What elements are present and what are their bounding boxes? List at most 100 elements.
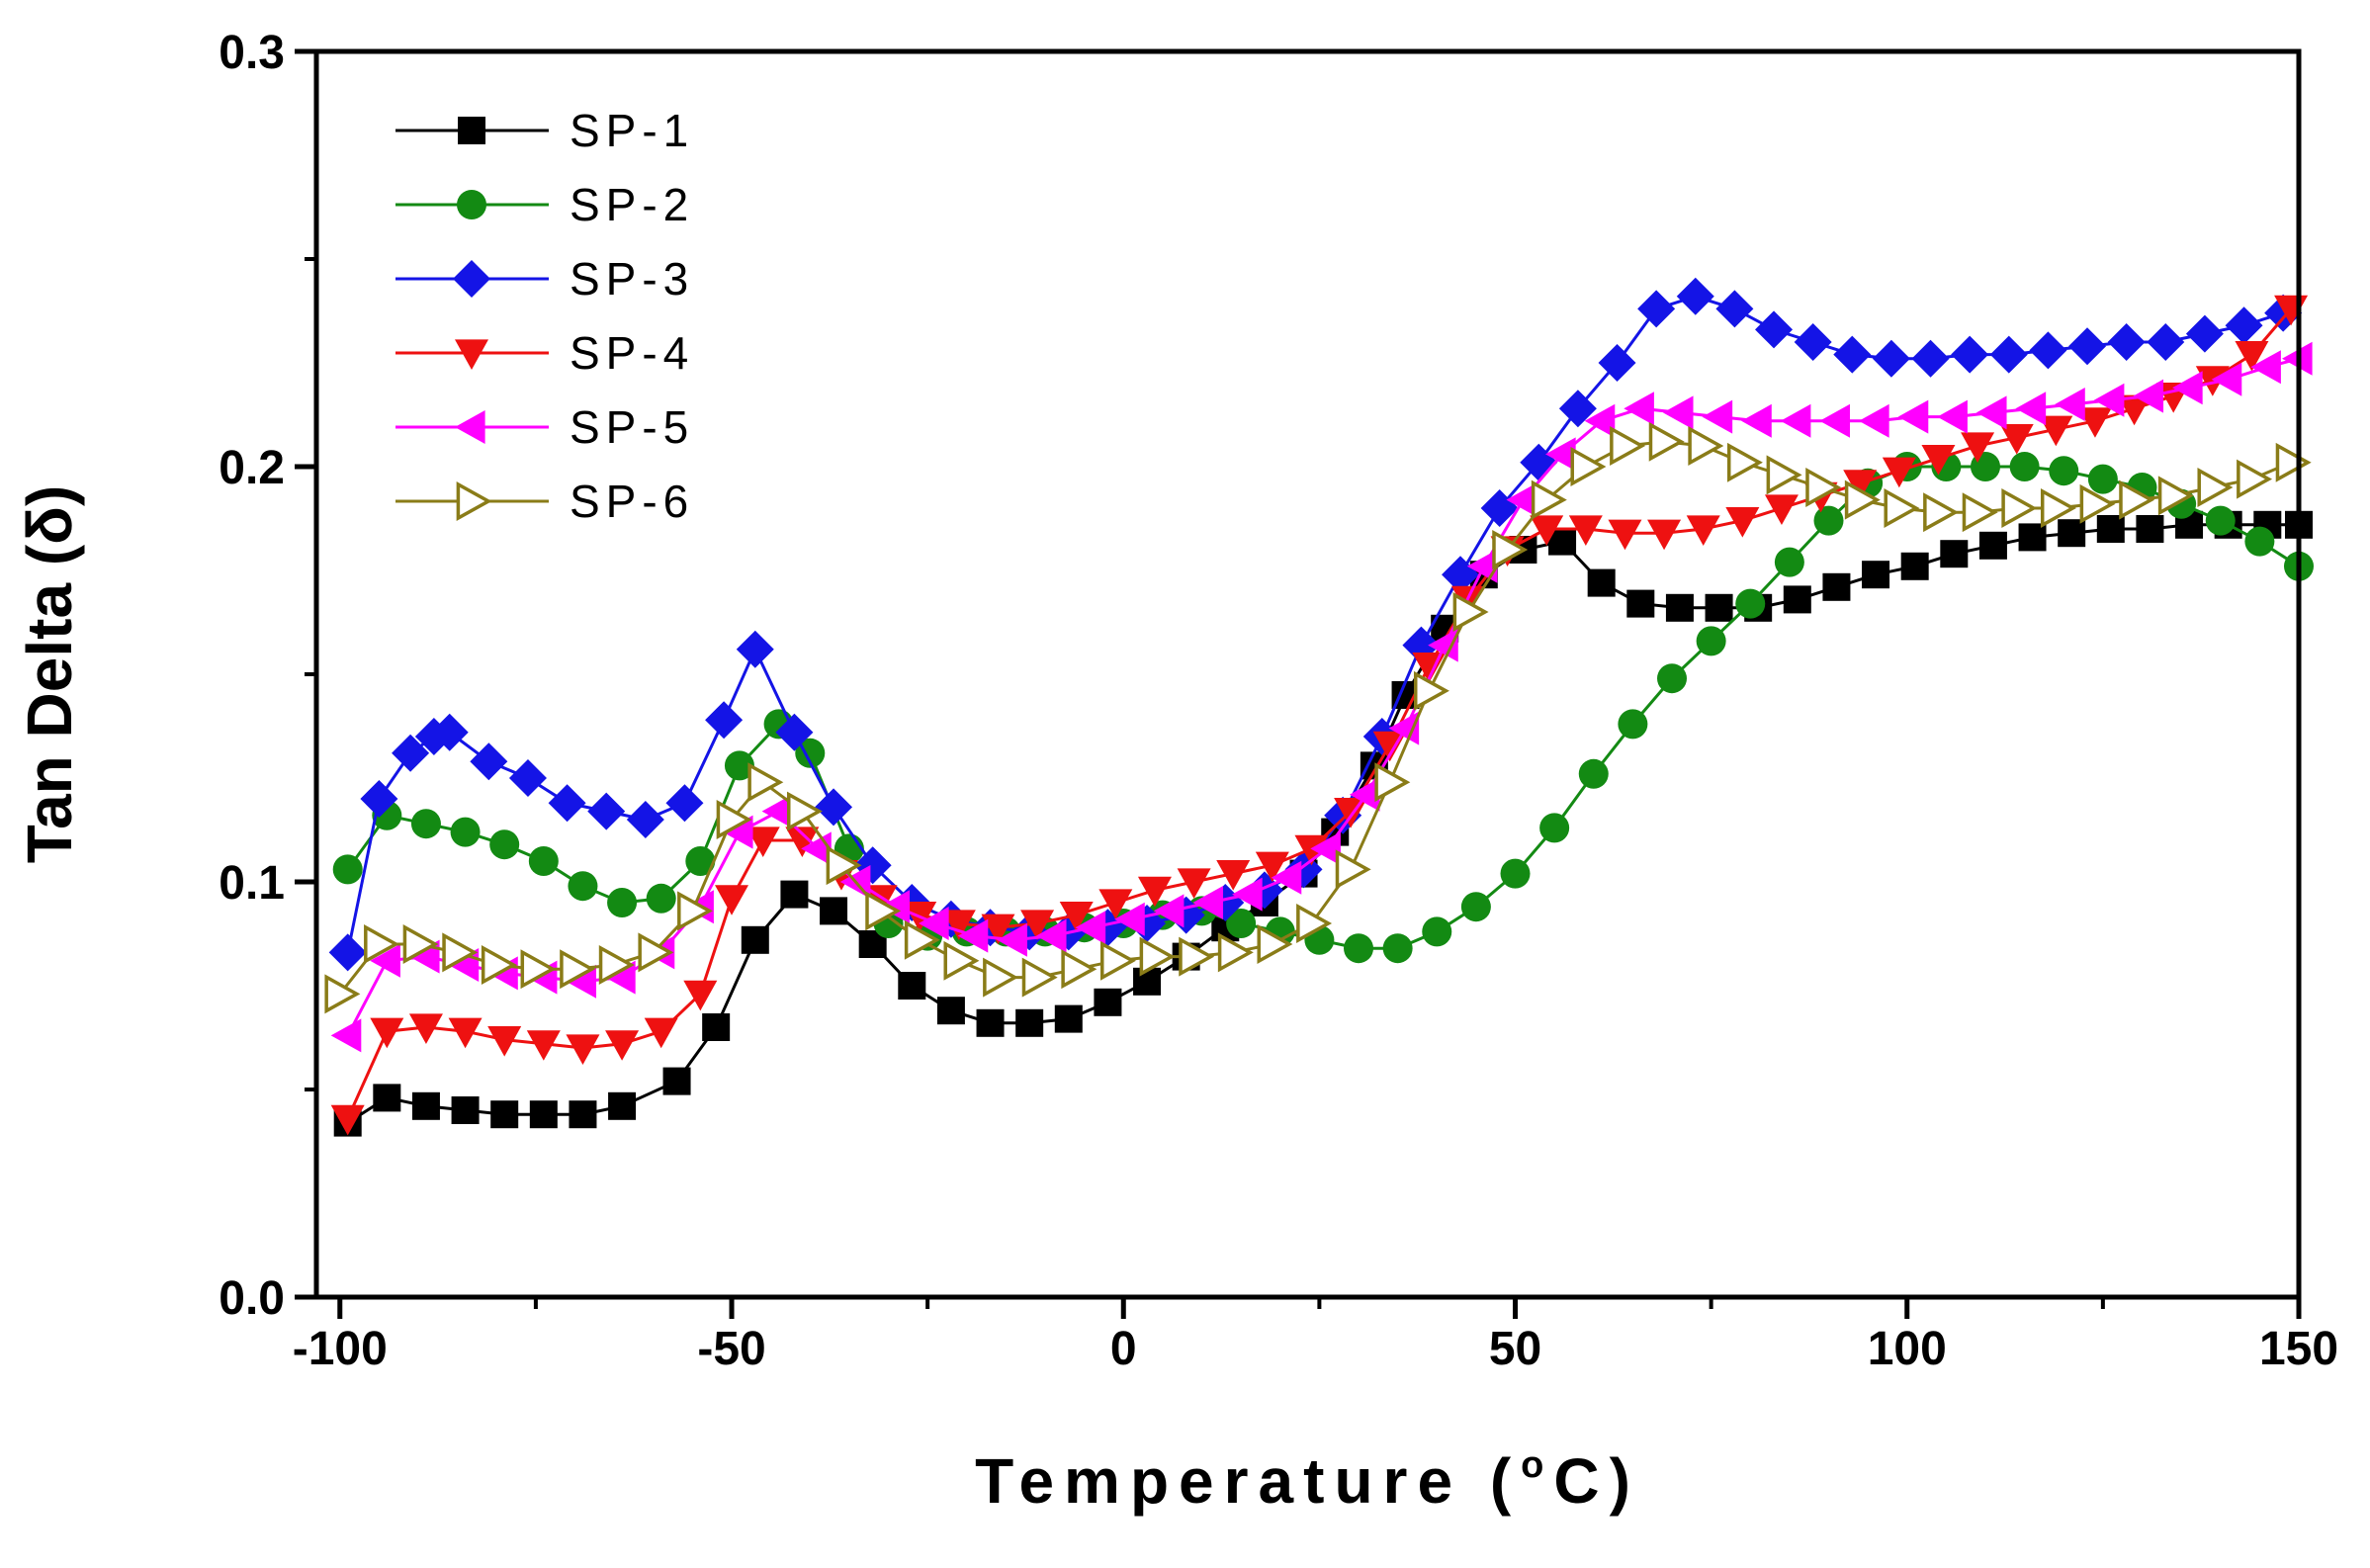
data-point: [1349, 777, 1380, 812]
data-point: [1688, 426, 1724, 466]
data-point: [1822, 572, 1851, 601]
data-point: [785, 827, 820, 857]
data-point: [1545, 437, 1576, 472]
y-tick-label: 0.0: [219, 1272, 285, 1325]
data-point: [2225, 306, 2263, 345]
x-tick-label: 0: [1110, 1323, 1137, 1375]
data-point: [1531, 479, 1567, 520]
data-point: [1859, 403, 1889, 438]
data-point: [1587, 568, 1616, 597]
data-point: [815, 788, 853, 827]
data-point: [2211, 362, 2242, 396]
data-point: [2237, 459, 2273, 499]
data-point: [919, 907, 949, 940]
data-point: [747, 762, 784, 803]
data-point: [2244, 526, 2275, 557]
series-sp-5: [330, 341, 2313, 1053]
data-point: [2195, 366, 2230, 396]
data-point: [1492, 530, 1529, 569]
data-point: [598, 945, 635, 985]
data-point: [724, 750, 754, 781]
series-layer: [324, 277, 2314, 1137]
data-point: [2119, 479, 2155, 520]
data-point: [1813, 505, 1844, 536]
legend-label: SP-5: [570, 401, 694, 453]
data-point: [2001, 488, 2038, 528]
x-tick-label: 150: [2259, 1323, 2338, 1375]
data-point: [470, 742, 508, 781]
legend-item-sp-6: SP-6: [395, 476, 688, 527]
data-point: [520, 949, 557, 990]
data-point: [568, 871, 598, 902]
data-point: [402, 924, 439, 964]
data-point: [1897, 399, 1929, 434]
legend-item-sp-3: SP-3: [395, 253, 688, 305]
data-point: [1819, 403, 1851, 438]
data-point: [587, 792, 626, 830]
data-point: [981, 914, 1015, 945]
legend-label: SP-2: [570, 179, 694, 230]
legend-marker: [457, 190, 486, 219]
data-point: [983, 957, 1019, 998]
data-point: [761, 794, 793, 828]
data-point: [943, 940, 980, 981]
data-point: [2068, 327, 2107, 366]
data-point: [332, 854, 363, 885]
data-point: [1578, 758, 1609, 789]
data-point: [1900, 552, 1929, 580]
data-point: [1686, 515, 1720, 546]
data-point: [448, 1017, 483, 1049]
data-point: [1021, 957, 1058, 998]
data-point: [1035, 918, 1067, 953]
data-point: [1726, 442, 1763, 482]
data-point: [1133, 967, 1162, 996]
axis-layer: -100 -50 0 50 100 150 0.0 0.1 0.2 0.3: [219, 27, 2338, 1375]
data-point: [330, 1018, 362, 1053]
data-point: [548, 784, 586, 823]
data-point: [360, 780, 398, 818]
data-point: [373, 1084, 401, 1112]
data-point: [605, 960, 636, 995]
data-point: [1598, 344, 1636, 382]
data-point: [2093, 383, 2125, 417]
data-point: [1539, 813, 1570, 843]
data-point: [1296, 904, 1333, 943]
data-point: [2055, 388, 2085, 421]
data-point: [410, 809, 441, 839]
data-point: [2058, 519, 2086, 548]
data-point: [1530, 515, 1564, 546]
data-point: [826, 845, 862, 886]
data-point: [1137, 876, 1172, 908]
data-point: [898, 972, 926, 1000]
data-point: [941, 910, 976, 940]
data-point: [1054, 1004, 1083, 1033]
data-point: [1094, 988, 1122, 1016]
data-point: [608, 1091, 637, 1120]
y-tick-label: 0.3: [219, 27, 285, 79]
x-tick-label: 50: [1489, 1323, 1541, 1375]
data-point: [2185, 314, 2224, 353]
data-point: [2018, 523, 2047, 552]
data-point: [490, 1100, 519, 1129]
data-point: [2235, 341, 2269, 372]
data-point: [1422, 916, 1452, 947]
data-point: [430, 713, 469, 751]
data-point: [2087, 464, 2118, 494]
data-point: [1921, 445, 1956, 476]
data-point: [1766, 455, 1802, 495]
data-point: [2077, 407, 2112, 438]
legend-item-sp-5: SP-5: [395, 401, 694, 453]
data-point: [1608, 519, 1642, 551]
data-point: [1098, 889, 1133, 919]
data-point: [1862, 561, 1890, 589]
data-point: [1884, 488, 1920, 528]
data-point: [865, 891, 902, 931]
data-point: [569, 1100, 597, 1129]
data-point: [1975, 395, 2007, 430]
data-point: [685, 846, 716, 876]
data-point: [566, 1034, 600, 1065]
data-point: [1192, 886, 1224, 919]
data-point: [2133, 379, 2164, 413]
data-point: [1610, 426, 1646, 466]
data-point: [1951, 335, 1989, 374]
